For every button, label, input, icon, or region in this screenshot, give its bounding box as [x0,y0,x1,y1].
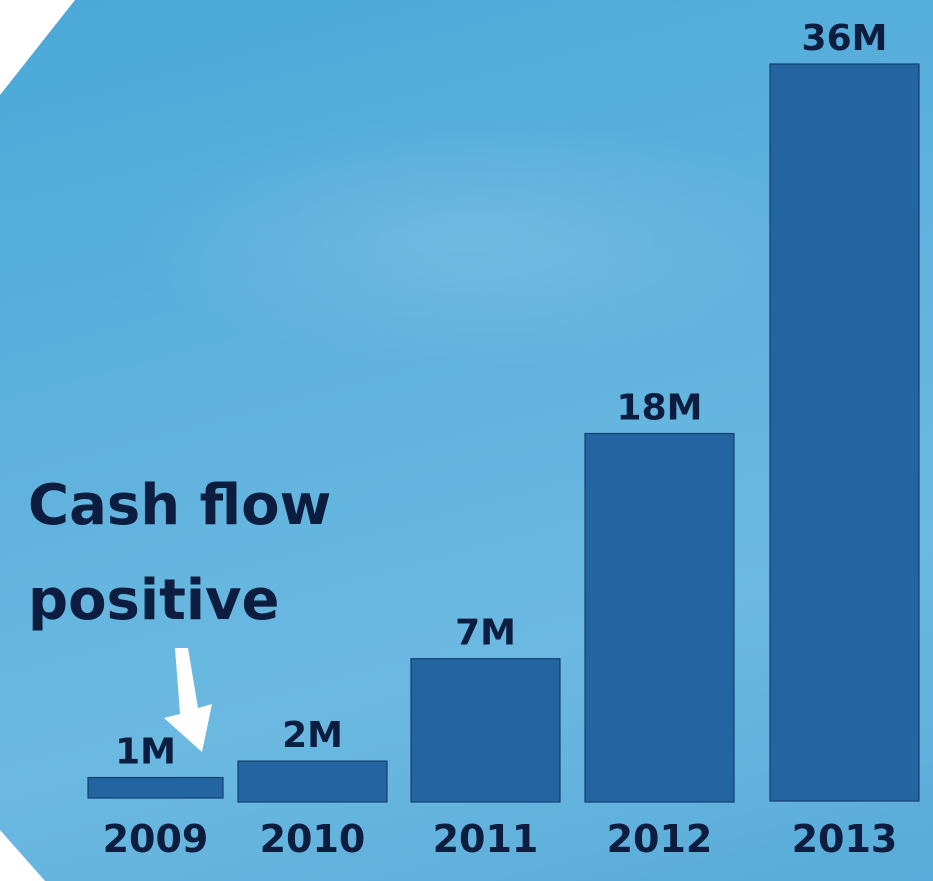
bar-2009 [87,776,224,799]
x-tick-2010: 2010 [260,817,366,861]
data-label-2010: 2M [282,715,343,756]
arrow-down-icon [164,648,212,752]
data-label-2012: 18M [617,388,703,429]
x-tick-2009: 2009 [103,817,209,861]
data-label-2009: 1M [115,732,176,773]
bar-2010 [237,760,388,803]
bar-2012 [584,432,735,803]
bar-2011 [410,658,561,803]
x-tick-2011: 2011 [433,817,539,861]
data-label-2013: 36M [802,18,888,59]
bar-2013 [769,63,920,802]
data-label-2011: 7M [455,613,516,654]
x-tick-2012: 2012 [607,817,713,861]
cash-flow-annotation: Cash flow positive [28,473,332,634]
background-glow [120,110,820,370]
x-tick-2013: 2013 [792,817,898,861]
